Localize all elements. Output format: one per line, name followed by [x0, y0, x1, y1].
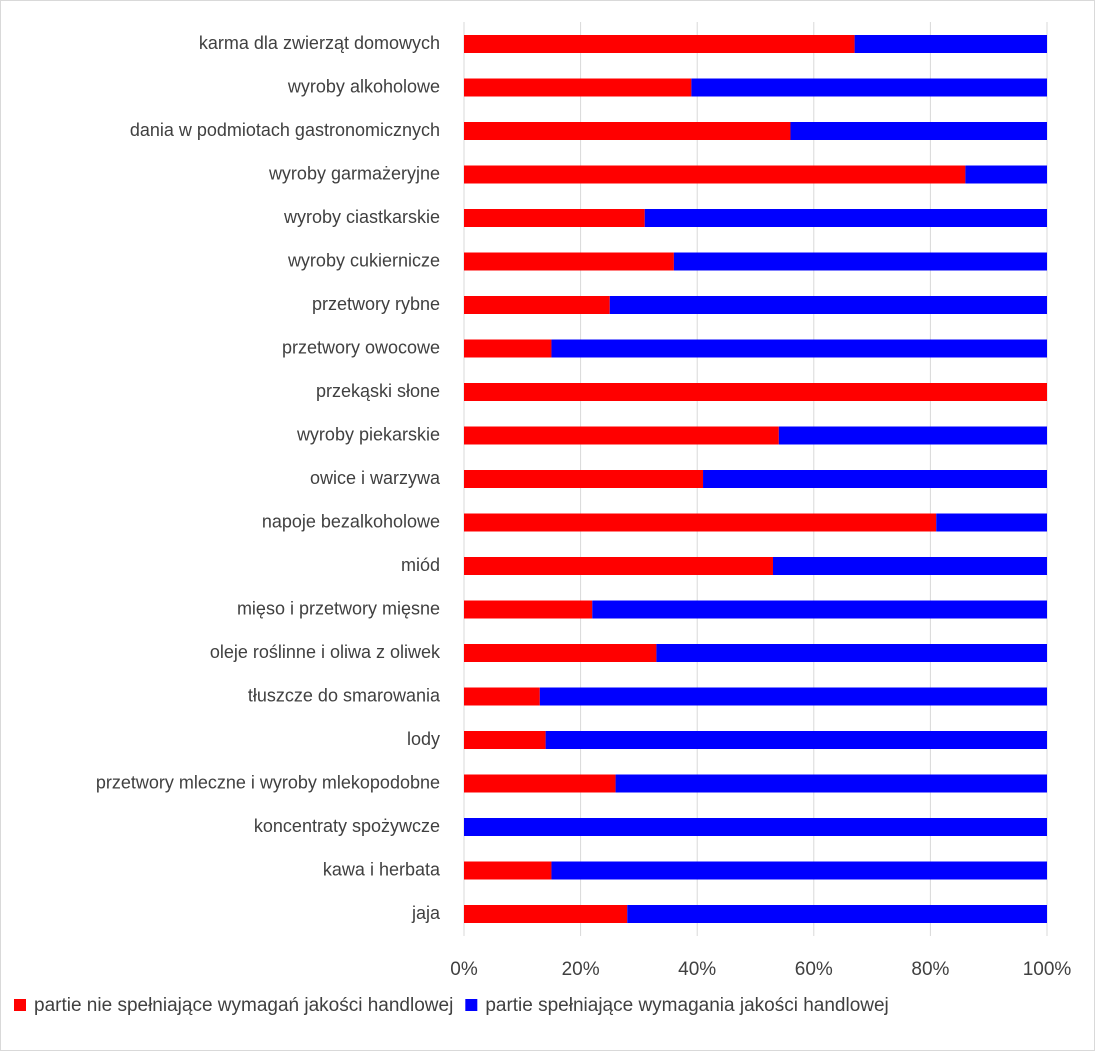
y-tick-label: przetwory rybne	[312, 294, 440, 314]
y-tick-label: miód	[401, 555, 440, 575]
y-tick-label: wyroby cukiernicze	[287, 250, 440, 270]
bar-segment	[691, 78, 1047, 97]
bar-segment	[464, 557, 773, 575]
bar-segment	[790, 122, 1047, 140]
y-tick-label: kawa i herbata	[323, 859, 441, 879]
y-tick-label: przetwory owocowe	[282, 337, 440, 357]
y-tick-label: lody	[407, 729, 440, 749]
bar-segment	[464, 426, 779, 445]
y-tick-label: przetwory mleczne i wyroby mlekopodobne	[96, 772, 440, 792]
x-tick-label: 20%	[562, 959, 600, 980]
y-tick-label: tłuszcze do smarowania	[248, 685, 441, 705]
bar-segment	[778, 426, 1047, 445]
y-tick-label: karma dla zwierząt domowych	[199, 33, 440, 53]
bar-segment	[464, 731, 546, 749]
bar-segment	[464, 600, 593, 619]
bar-segment	[464, 165, 966, 184]
bar-segment	[703, 470, 1047, 488]
y-tick-label: wyroby piekarskie	[296, 424, 440, 444]
y-tick-label: wyroby alkoholowe	[287, 76, 440, 96]
bar-segment	[464, 774, 616, 793]
x-tick-label: 60%	[795, 959, 833, 980]
x-tick-label: 40%	[678, 959, 716, 980]
bar-segment	[609, 296, 1047, 314]
legend-label: partie spełniające wymagania jakości han…	[485, 995, 888, 1016]
bar-segment	[464, 513, 937, 532]
x-tick-label: 80%	[911, 959, 949, 980]
bar-segment	[615, 774, 1047, 793]
bar-segment	[464, 818, 1047, 836]
y-tick-label: wyroby garmażeryjne	[268, 163, 440, 183]
y-tick-label: przekąski słone	[316, 381, 440, 401]
bar-segment	[545, 731, 1047, 749]
y-tick-label: wyroby ciastkarskie	[283, 207, 440, 227]
x-tick-label: 0%	[450, 959, 478, 980]
bar-segment	[592, 600, 1047, 619]
bar-segment	[539, 687, 1047, 706]
legend-label: partie nie spełniające wymagań jakości h…	[34, 995, 453, 1016]
bar-segment	[464, 470, 704, 488]
bar-segment	[464, 252, 674, 271]
bar-segment	[464, 905, 628, 923]
bar-segment	[673, 252, 1047, 271]
legend-swatch	[14, 999, 26, 1011]
bar-segment	[936, 513, 1047, 532]
y-tick-label: napoje bezalkoholowe	[262, 511, 440, 531]
y-tick-label: mięso i przetwory mięsne	[237, 598, 440, 618]
legend-swatch	[465, 999, 478, 1011]
bar-segment	[464, 383, 1047, 401]
bar-segment	[464, 339, 552, 358]
y-tick-label: jaja	[411, 903, 441, 923]
bar-segment	[464, 78, 692, 97]
y-tick-label: oleje roślinne i oliwa z oliwek	[210, 642, 441, 662]
y-tick-label: dania w podmiotach gastronomicznych	[130, 120, 440, 140]
bar-segment	[464, 296, 610, 314]
bar-segment	[464, 35, 855, 53]
bar-segment	[551, 339, 1047, 358]
bar-segment	[965, 165, 1047, 184]
bar-segment	[551, 861, 1047, 880]
bar-segment	[854, 35, 1047, 53]
x-tick-label: 100%	[1023, 959, 1072, 980]
y-tick-label: owice i warzywa	[310, 468, 441, 488]
bar-segment	[772, 557, 1047, 575]
y-tick-label: koncentraty spożywcze	[254, 816, 440, 836]
bar-segment	[464, 687, 540, 706]
bar-segment	[464, 861, 552, 880]
bar-segment	[464, 122, 791, 140]
bar-segment	[464, 644, 657, 662]
bar-segment	[656, 644, 1047, 662]
bar-segment	[464, 209, 645, 227]
bar-segment	[627, 905, 1047, 923]
bar-segment	[644, 209, 1047, 227]
